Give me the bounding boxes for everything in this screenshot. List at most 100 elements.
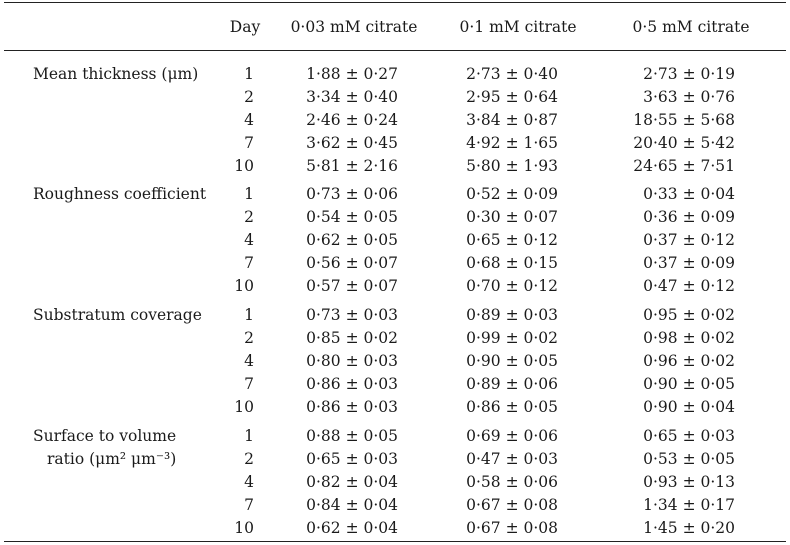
value-cell-003: 3·34 ± 0·40 (306, 88, 398, 106)
value-cell-01: 0·69 ± 0·06 (466, 427, 558, 445)
table-row: 10 0·86 ± 0·03 0·86 ± 0·05 0·90 ± 0·04 (0, 396, 790, 419)
table-row: 1 1·88 ± 0·27 2·73 ± 0·40 2·73 ± 0·19 (0, 63, 790, 86)
value-cell-003: 0·88 ± 0·05 (306, 427, 398, 445)
value-cell-003: 0·62 ± 0·05 (306, 231, 398, 249)
table-row: 2 0·85 ± 0·02 0·99 ± 0·02 0·98 ± 0·02 (0, 327, 790, 350)
value-cell-003: 1·88 ± 0·27 (306, 65, 398, 83)
value-cell-003: 0·57 ± 0·07 (306, 277, 398, 295)
value-cell-01: 0·89 ± 0·06 (466, 375, 558, 393)
value-cell-003: 0·54 ± 0·05 (306, 208, 398, 226)
day-cell: 4 (244, 111, 254, 129)
value-cell-05: 24·65 ± 7·51 (633, 157, 735, 175)
table-row: 1 0·73 ± 0·06 0·52 ± 0·09 0·33 ± 0·04 (0, 183, 790, 206)
value-cell-05: 0·47 ± 0·12 (643, 277, 735, 295)
table-bottom-rule (4, 541, 786, 542)
day-cell: 4 (244, 352, 254, 370)
table-row: 2 0·54 ± 0·05 0·30 ± 0·07 0·36 ± 0·09 (0, 206, 790, 229)
value-cell-01: 0·89 ± 0·03 (466, 306, 558, 324)
table-row: 4 0·82 ± 0·04 0·58 ± 0·06 0·93 ± 0·13 (0, 471, 790, 494)
value-cell-01: 0·86 ± 0·05 (466, 398, 558, 416)
group-label-line: Substratum coverage (33, 306, 202, 324)
day-cell: 2 (244, 208, 254, 226)
value-cell-003: 2·46 ± 0·24 (306, 111, 398, 129)
value-cell-01: 0·30 ± 0·07 (466, 208, 558, 226)
value-cell-01: 5·80 ± 1·93 (466, 157, 558, 175)
table-row: 2 3·34 ± 0·40 2·95 ± 0·64 3·63 ± 0·76 (0, 86, 790, 109)
value-cell-003: 0·73 ± 0·03 (306, 306, 398, 324)
day-cell: 2 (244, 329, 254, 347)
value-cell-003: 0·56 ± 0·07 (306, 254, 398, 272)
day-cell: 2 (244, 450, 254, 468)
table-row: 4 2·46 ± 0·24 3·84 ± 0·87 18·55 ± 5·68 (0, 109, 790, 132)
table-row: 2 0·65 ± 0·03 0·47 ± 0·03 0·53 ± 0·05 (0, 448, 790, 471)
value-cell-003: 0·62 ± 0·04 (306, 519, 398, 537)
table-group: Mean thickness (μm) 1 1·88 ± 0·27 2·73 ± 0·… (0, 63, 790, 178)
value-cell-01: 0·58 ± 0·06 (466, 473, 558, 491)
value-cell-003: 0·85 ± 0·02 (306, 329, 398, 347)
header-col-003-citrate: 0·03 mM citrate (290, 18, 418, 36)
value-cell-003: 3·62 ± 0·45 (306, 134, 398, 152)
value-cell-003: 0·86 ± 0·03 (306, 398, 398, 416)
group-label-line: Mean thickness (μm) (33, 65, 199, 83)
table-group: Substratum coverage 1 0·73 ± 0·03 0·89 ± 0·… (0, 304, 790, 419)
table-row: 7 0·56 ± 0·07 0·68 ± 0·15 0·37 ± 0·09 (0, 252, 790, 275)
day-cell: 2 (244, 88, 254, 106)
value-cell-003: 0·73 ± 0·06 (306, 185, 398, 203)
table-row: 1 0·73 ± 0·03 0·89 ± 0·03 0·95 ± 0·02 (0, 304, 790, 327)
table-group: Roughness coefficient 1 0·73 ± 0·06 0·52 ± … (0, 183, 790, 298)
value-cell-05: 0·37 ± 0·09 (643, 254, 735, 272)
group-label-line: Surface to volume (33, 427, 177, 445)
value-cell-05: 3·63 ± 0·76 (643, 88, 735, 106)
value-cell-01: 0·70 ± 0·12 (466, 277, 558, 295)
header-col-05-citrate: 0·5 mM citrate (632, 18, 750, 36)
day-cell: 7 (244, 375, 254, 393)
value-cell-01: 0·52 ± 0·09 (466, 185, 558, 203)
table-group: Surface to volume ratio (μm² μm⁻³) 1 0·88 ±… (0, 425, 790, 540)
value-cell-05: 0·96 ± 0·02 (643, 352, 735, 370)
value-cell-05: 0·37 ± 0·12 (643, 231, 735, 249)
value-cell-01: 2·95 ± 0·64 (466, 88, 558, 106)
group-label: Mean thickness (μm) (33, 63, 213, 86)
value-cell-05: 20·40 ± 5·42 (633, 134, 735, 152)
table-row: 7 0·84 ± 0·04 0·67 ± 0·08 1·34 ± 0·17 (0, 494, 790, 517)
value-cell-01: 3·84 ± 0·87 (466, 111, 558, 129)
value-cell-003: 5·81 ± 2·16 (306, 157, 398, 175)
value-cell-003: 0·80 ± 0·03 (306, 352, 398, 370)
table-row: 7 0·86 ± 0·03 0·89 ± 0·06 0·90 ± 0·05 (0, 373, 790, 396)
group-label-line: ratio (μm² μm⁻³) (47, 450, 177, 468)
day-cell: 7 (244, 254, 254, 272)
value-cell-05: 0·65 ± 0·03 (643, 427, 735, 445)
day-cell: 10 (234, 157, 254, 175)
value-cell-003: 0·84 ± 0·04 (306, 496, 398, 514)
value-cell-05: 2·73 ± 0·19 (643, 65, 735, 83)
value-cell-01: 2·73 ± 0·40 (466, 65, 558, 83)
table-header-rule (4, 50, 786, 51)
value-cell-003: 0·86 ± 0·03 (306, 375, 398, 393)
group-label-line: Roughness coefficient (33, 185, 207, 203)
table-row: 4 0·62 ± 0·05 0·65 ± 0·12 0·37 ± 0·12 (0, 229, 790, 252)
day-cell: 1 (244, 427, 254, 445)
day-cell: 7 (244, 134, 254, 152)
group-label: Substratum coverage (33, 304, 213, 327)
value-cell-05: 1·45 ± 0·20 (643, 519, 735, 537)
day-cell: 4 (244, 473, 254, 491)
value-cell-01: 0·67 ± 0·08 (466, 519, 558, 537)
value-cell-05: 0·33 ± 0·04 (643, 185, 735, 203)
value-cell-003: 0·82 ± 0·04 (306, 473, 398, 491)
header-day: Day (229, 18, 261, 36)
value-cell-01: 0·90 ± 0·05 (466, 352, 558, 370)
table-top-rule (4, 2, 786, 3)
day-cell: 10 (234, 519, 254, 537)
value-cell-05: 18·55 ± 5·68 (633, 111, 735, 129)
day-cell: 7 (244, 496, 254, 514)
value-cell-003: 0·65 ± 0·03 (306, 450, 398, 468)
day-cell: 1 (244, 185, 254, 203)
value-cell-01: 0·47 ± 0·03 (466, 450, 558, 468)
day-cell: 10 (234, 398, 254, 416)
value-cell-01: 0·67 ± 0·08 (466, 496, 558, 514)
value-cell-05: 0·95 ± 0·02 (643, 306, 735, 324)
value-cell-05: 1·34 ± 0·17 (643, 496, 735, 514)
table-row: 4 0·80 ± 0·03 0·90 ± 0·05 0·96 ± 0·02 (0, 350, 790, 373)
value-cell-05: 0·93 ± 0·13 (643, 473, 735, 491)
